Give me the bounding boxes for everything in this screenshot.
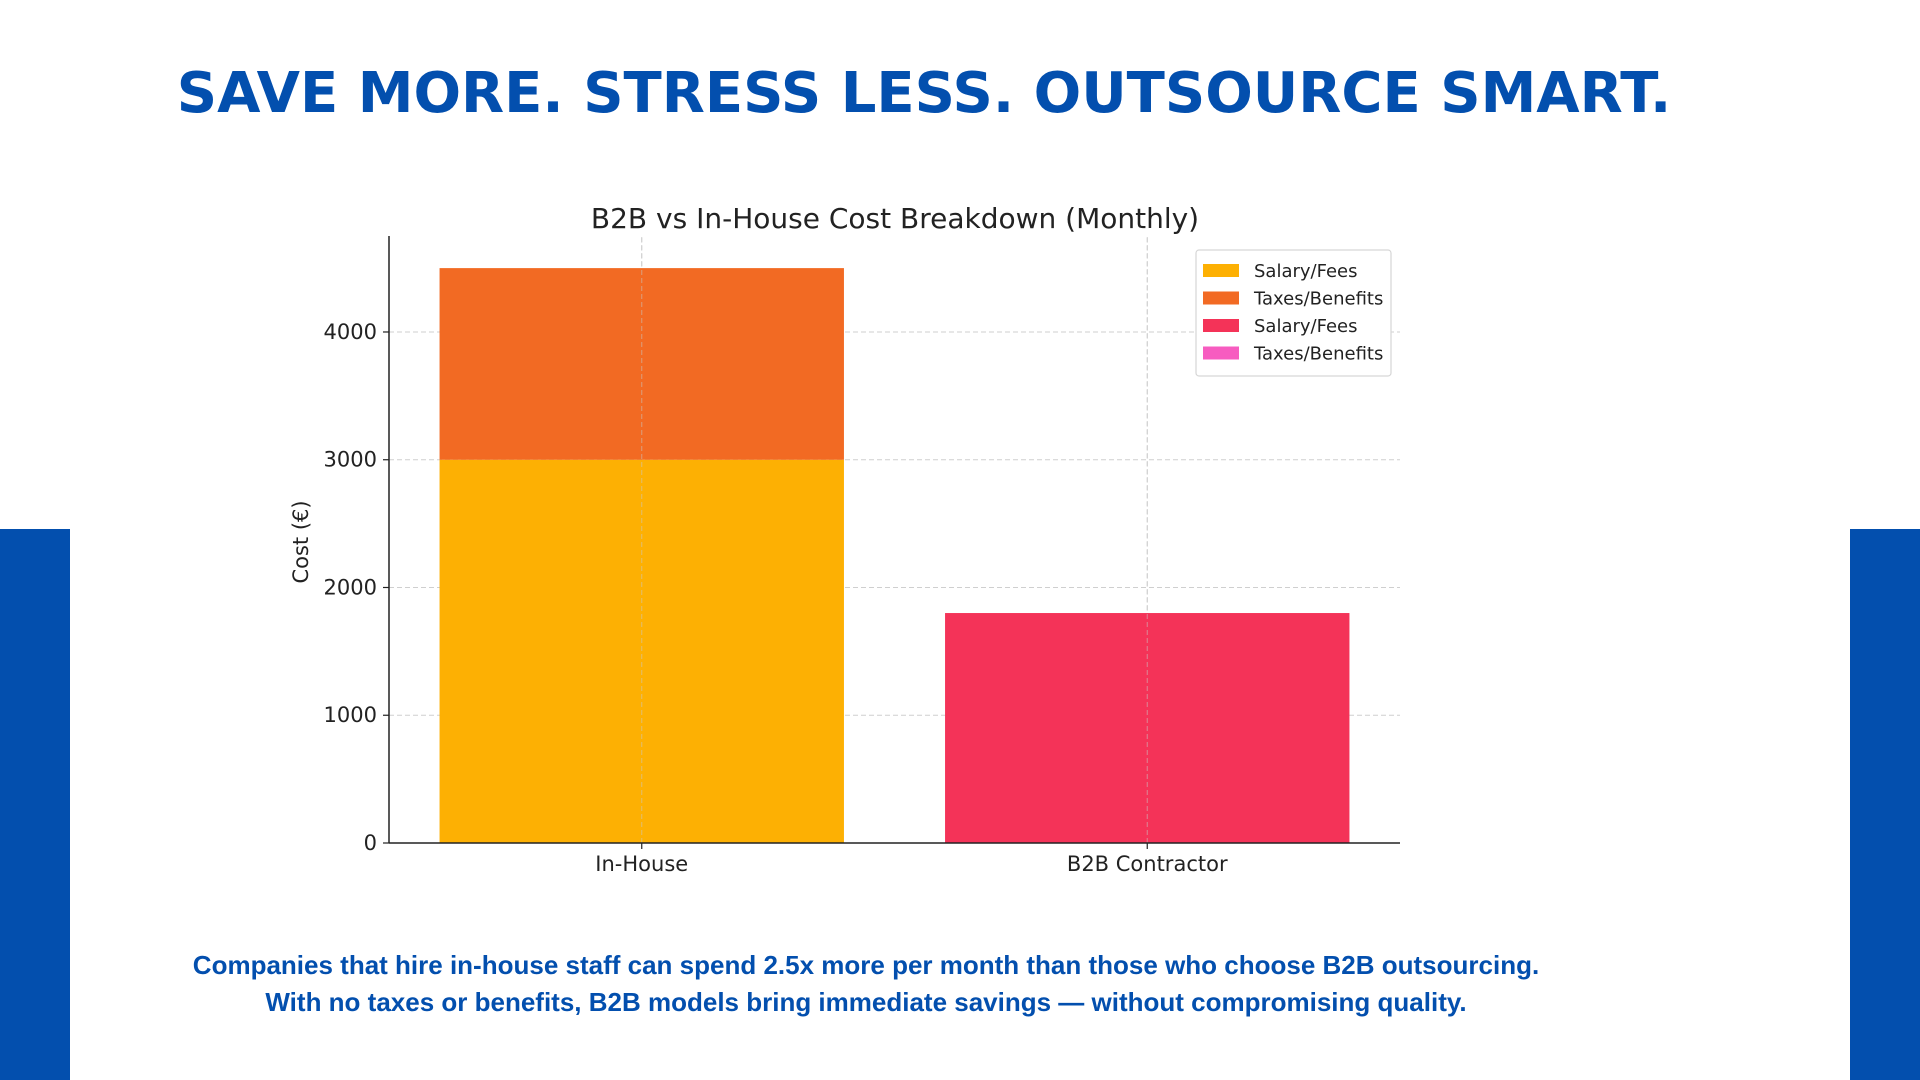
legend-swatch xyxy=(1203,346,1239,360)
y-tick-label: 0 xyxy=(364,831,377,855)
caption-line-2: With no taxes or benefits, B2B models br… xyxy=(265,987,1467,1017)
y-axis-label: Cost (€) xyxy=(289,500,313,583)
y-tick-label: 3000 xyxy=(324,448,377,472)
page-title: SAVE MORE. STRESS LESS. OUTSOURCE SMART. xyxy=(176,61,1672,126)
legend-swatch xyxy=(1203,264,1239,277)
legend-label: Taxes/Benefits xyxy=(1253,344,1383,365)
y-tick-label: 1000 xyxy=(324,703,377,727)
x-tick-label: B2B Contractor xyxy=(1067,852,1228,876)
legend-swatch xyxy=(1203,319,1239,332)
legend-label: Taxes/Benefits xyxy=(1253,289,1383,310)
y-tick-label: 4000 xyxy=(324,320,377,344)
legend-label: Salary/Fees xyxy=(1254,261,1358,282)
bar-in-house-salary-fees xyxy=(439,459,844,843)
y-tick-label: 2000 xyxy=(324,575,377,599)
cost-breakdown-chart: B2B vs In-House Cost Breakdown (Monthly)… xyxy=(289,202,1400,876)
chart-title: B2B vs In-House Cost Breakdown (Monthly) xyxy=(591,202,1199,235)
caption-line-1: Companies that hire in-house staff can s… xyxy=(192,950,1540,980)
x-tick-label: In-House xyxy=(595,852,688,876)
legend: Salary/Fees Taxes/Benefits Salary/Fees Taxe… xyxy=(1195,249,1392,377)
left-accent-bar xyxy=(0,529,70,1080)
legend-swatch xyxy=(1203,291,1239,305)
legend-label: Salary/Fees xyxy=(1254,316,1358,337)
legend-box xyxy=(1195,249,1392,377)
bar-in-house-taxes-benefits xyxy=(439,268,844,460)
right-accent-bar xyxy=(1850,529,1920,1080)
